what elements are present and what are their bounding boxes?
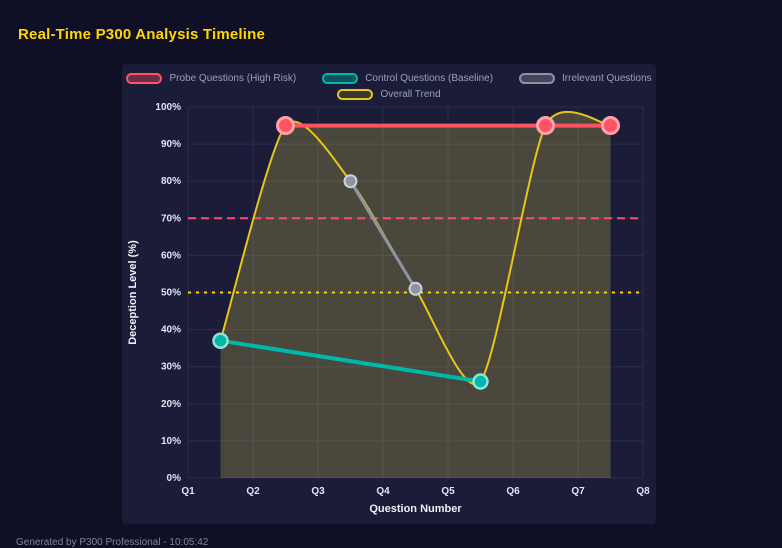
y-tick-label: 90%	[161, 139, 181, 150]
y-tick-label: 50%	[161, 288, 181, 299]
control-point[interactable]	[212, 332, 229, 349]
trend-legend-swatch	[337, 89, 374, 100]
y-tick-label: 20%	[161, 399, 181, 410]
probe-legend-label: Probe Questions (High Risk)	[169, 73, 297, 84]
probe-point[interactable]	[536, 116, 555, 136]
x-tick-label: Q6	[506, 486, 520, 497]
y-tick-label: 80%	[161, 176, 181, 187]
trend-legend-label: Overall Trend	[380, 89, 441, 100]
chart-legend: Probe Questions (High Risk) Control Ques…	[122, 73, 656, 100]
y-tick-label: 70%	[161, 213, 181, 224]
x-tick-label: Q3	[311, 486, 325, 497]
x-tick-label: Q1	[181, 486, 195, 497]
x-tick-label: Q7	[571, 486, 585, 497]
y-tick-label: 60%	[161, 250, 181, 261]
x-tick-label: Q5	[441, 486, 455, 497]
chart-card: Probe Questions (High Risk) Control Ques…	[122, 64, 656, 524]
legend-item-trend[interactable]: Overall Trend	[337, 89, 441, 100]
tick-labels: Q1 Q2 Q3 Q4 Q5 Q6 Q7 Q8 0% 10% 20% 30% 40% 50% 60% 70% 8…	[155, 102, 650, 497]
y-axis-title: Deception Level (%)	[127, 240, 139, 345]
legend-item-control[interactable]: Control Questions (Baseline)	[322, 73, 493, 84]
legend-item-probe[interactable]: Probe Questions (High Risk)	[126, 73, 296, 84]
x-axis-title: Question Number	[369, 503, 462, 515]
irrelevant-legend-label: Irrelevant Questions	[562, 73, 652, 84]
y-tick-label: 100%	[155, 102, 181, 113]
irrelevant-legend-swatch	[519, 73, 556, 84]
legend-row-1: Probe Questions (High Risk) Control Ques…	[126, 73, 652, 84]
y-tick-label: 10%	[161, 436, 181, 447]
footer-note: Generated by P300 Professional - 10:05:4…	[16, 537, 209, 548]
legend-row-2: Overall Trend	[337, 89, 441, 100]
control-legend-label: Control Questions (Baseline)	[365, 73, 494, 84]
probe-area-fill	[285, 125, 611, 478]
probe-point[interactable]	[601, 116, 620, 136]
control-legend-swatch	[322, 73, 359, 84]
chart-svg: Q1 Q2 Q3 Q4 Q5 Q6 Q7 Q8 0% 10% 20% 30% 40% 50% 60% 70% 8…	[127, 102, 650, 515]
y-tick-label: 40%	[161, 325, 181, 336]
irrelevant-point[interactable]	[408, 281, 423, 296]
irrelevant-line	[349, 179, 417, 291]
control-line	[218, 338, 483, 384]
page-title: Real-Time P300 Analysis Timeline	[18, 26, 266, 43]
y-tick-label: 30%	[161, 362, 181, 373]
legend-item-irrelevant[interactable]: Irrelevant Questions	[519, 73, 652, 84]
x-tick-label: Q8	[636, 486, 650, 497]
x-tick-label: Q2	[246, 486, 260, 497]
probe-point[interactable]	[276, 116, 295, 136]
y-tick-label: 0%	[167, 473, 182, 484]
probe-legend-swatch	[126, 73, 163, 84]
control-point[interactable]	[472, 373, 489, 390]
x-tick-label: Q4	[376, 486, 390, 497]
irrelevant-point[interactable]	[343, 174, 358, 189]
